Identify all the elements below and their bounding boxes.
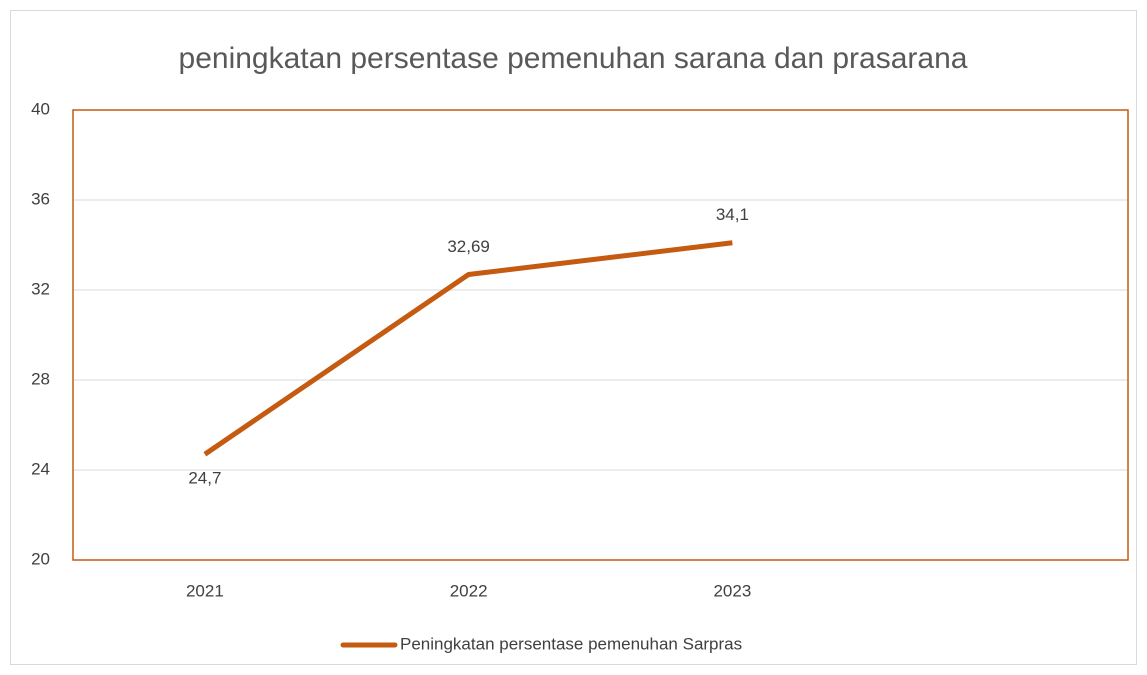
chart-border	[10, 10, 1137, 665]
y-tick-label: 36	[31, 189, 50, 208]
y-tick-label: 32	[31, 279, 50, 298]
chart-title: peningkatan persentase pemenuhan sarana …	[179, 42, 968, 75]
data-label: 34,1	[716, 205, 749, 224]
plot-border	[72, 109, 1129, 561]
x-tick-label: 2023	[713, 581, 751, 600]
y-tick-label: 24	[31, 459, 50, 478]
data-label: 24,7	[188, 469, 221, 488]
x-tick-label: 2022	[450, 581, 488, 600]
x-tick-label: 2021	[186, 581, 224, 600]
y-tick-label: 28	[31, 369, 50, 388]
data-label: 32,69	[447, 237, 490, 256]
legend-label: Peningkatan persentase pemenuhan Sarpras	[400, 634, 742, 653]
y-tick-label: 40	[31, 99, 50, 118]
data-line	[203, 240, 733, 457]
y-tick-label: 20	[31, 549, 50, 568]
